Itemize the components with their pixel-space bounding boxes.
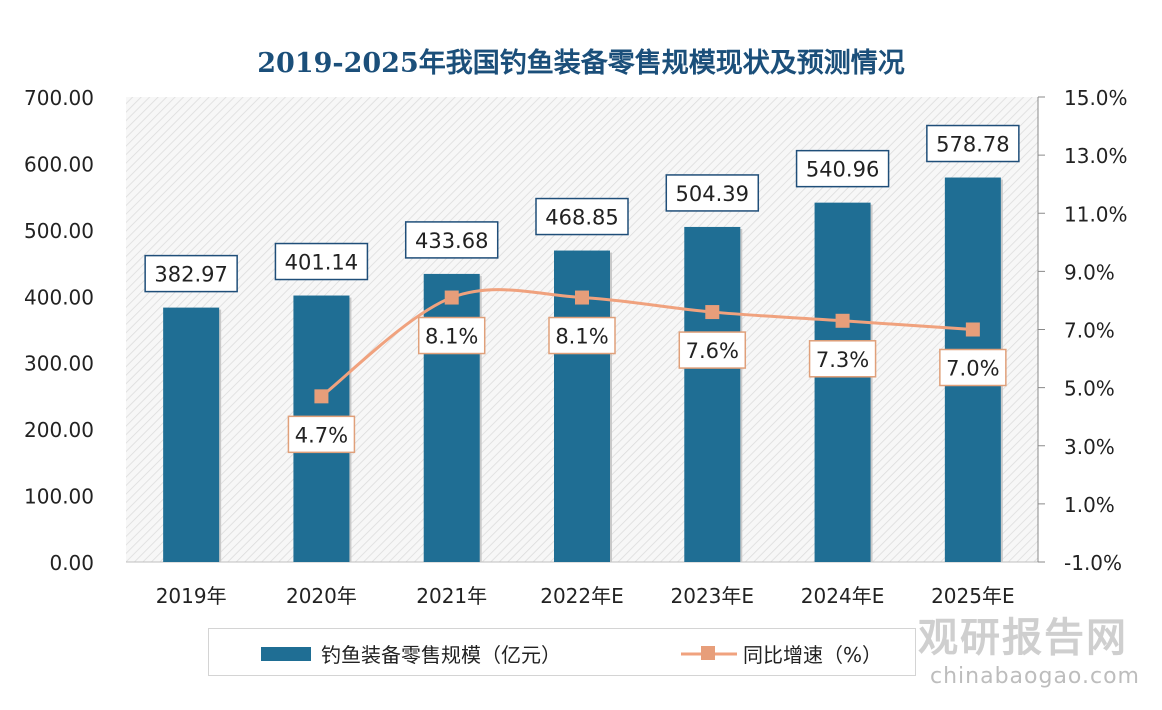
- legend-svg: 钓鱼装备零售规模（亿元） 同比增速（%）: [261, 643, 882, 667]
- bar-value-label-box: [665, 174, 760, 212]
- growth-line: [320, 288, 973, 398]
- x-tick-label: 2019年: [156, 584, 227, 608]
- y-right-tick-label: 5.0%: [1064, 377, 1115, 401]
- bar: [814, 202, 871, 562]
- bar-value-label: 401.14: [285, 251, 358, 275]
- bar: [163, 307, 220, 562]
- y-right-tick-label: 11.0%: [1064, 202, 1128, 226]
- growth-value-label: 7.6%: [686, 339, 739, 363]
- x-tick-label: 2025年E: [931, 584, 1015, 608]
- y-left-tick-label: 700.00: [24, 86, 94, 110]
- x-tick-label: 2023年E: [671, 584, 755, 608]
- growth-value-label-box: [678, 331, 747, 369]
- bar-value-label-box: [274, 242, 369, 281]
- bar-value-label: 382.97: [154, 263, 227, 287]
- bar-value-label-box: [535, 197, 629, 236]
- y-right-tick-label: 7.0%: [1064, 319, 1115, 343]
- legend-bar-label: 钓鱼装备零售规模（亿元）: [321, 643, 561, 667]
- growth-marker: [444, 290, 459, 305]
- bar-value-label-box: [926, 124, 1020, 163]
- y-right-tick-label: 9.0%: [1064, 260, 1115, 284]
- x-tick-label: 2021年: [416, 584, 487, 608]
- y-left-tick-label: 100.00: [24, 485, 94, 509]
- growth-value-label: 8.1%: [555, 325, 608, 349]
- growth-value-label: 8.1%: [425, 325, 478, 349]
- watermark-url: chinabaogao.com: [930, 664, 1140, 689]
- x-tick-label: 2022年E: [540, 584, 624, 608]
- growth-marker: [705, 305, 720, 320]
- growth-marker: [575, 290, 589, 305]
- growth-value-label-box: [808, 340, 877, 378]
- legend: 钓鱼装备零售规模（亿元） 同比增速（%）: [208, 628, 916, 676]
- bar-value-label: 433.68: [415, 229, 488, 253]
- bar: [684, 226, 741, 563]
- y-left-tick-label: 0.00: [49, 551, 94, 575]
- bar-value-label: 540.96: [806, 158, 879, 182]
- y-left-tick-label: 500.00: [24, 219, 94, 243]
- growth-value-label: 7.0%: [946, 357, 999, 381]
- y-left-tick-label: 600.00: [24, 152, 94, 176]
- growth-value-label-box: [548, 316, 616, 355]
- y-right-tick-label: 3.0%: [1064, 435, 1115, 459]
- legend-line-marker: [701, 646, 715, 660]
- y-right-tick-label: 13.0%: [1064, 144, 1128, 168]
- growth-marker: [965, 322, 980, 337]
- x-tick-label: 2020年: [286, 584, 357, 608]
- bar-value-label-box: [795, 149, 890, 188]
- bar-value-label-box: [404, 221, 499, 259]
- y-left-tick-label: 400.00: [24, 285, 94, 309]
- chart-title: 2019-2025年我国钓鱼装备零售规模现状及预测情况: [257, 47, 905, 79]
- growth-value-label: 4.7%: [295, 423, 348, 447]
- growth-marker: [835, 313, 850, 328]
- legend-line-label: 同比增速（%）: [743, 643, 882, 667]
- bar-value-label: 578.78: [936, 133, 1009, 157]
- legend-bar-swatch: [261, 647, 311, 661]
- growth-value-label-box: [417, 316, 486, 355]
- growth-value-label-box: [287, 415, 356, 454]
- y-right-tick-label: 1.0%: [1064, 493, 1115, 517]
- watermark-name: 观研报告网: [918, 615, 1128, 661]
- growth-marker: [314, 389, 329, 404]
- bar-value-label: 504.39: [676, 182, 749, 206]
- bar-value-label: 468.85: [545, 206, 618, 230]
- y-left-tick-label: 200.00: [24, 418, 94, 442]
- x-tick-label: 2024年E: [801, 584, 885, 608]
- y-right-tick-label: 15.0%: [1064, 86, 1128, 110]
- y-right-tick-label: -1.0%: [1064, 551, 1122, 575]
- growth-value-label-box: [939, 348, 1007, 387]
- bar-value-label-box: [144, 254, 238, 293]
- y-left-tick-label: 300.00: [24, 352, 94, 376]
- growth-value-label: 7.3%: [816, 348, 869, 372]
